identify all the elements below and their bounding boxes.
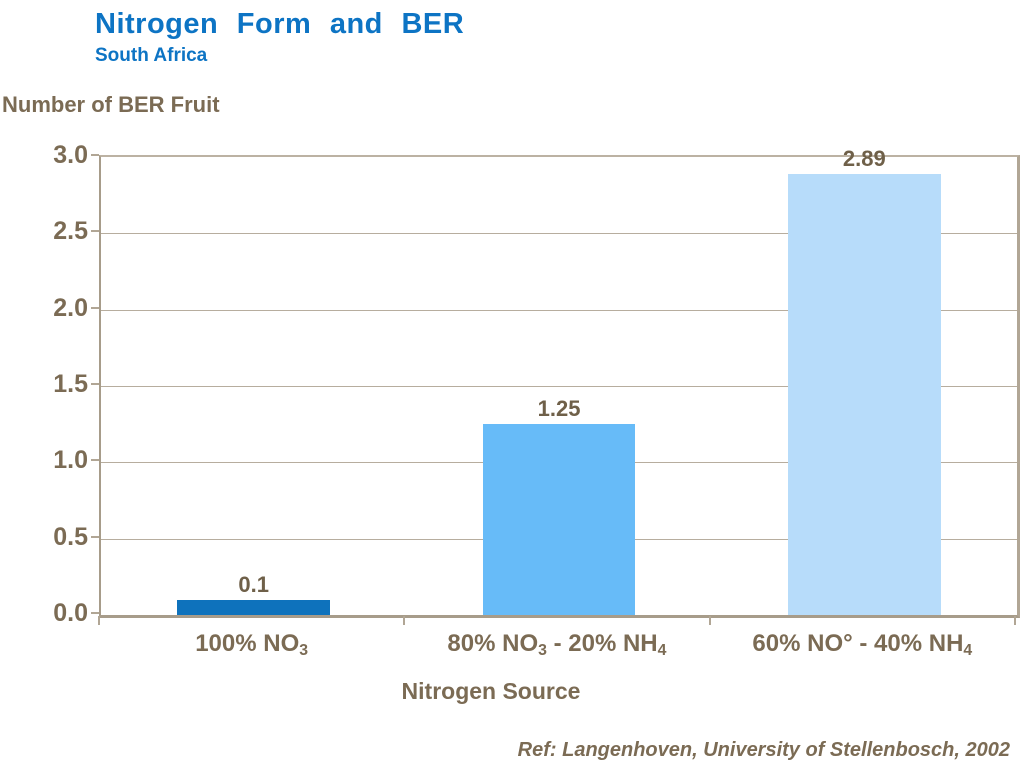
bar-value-label: 0.1 bbox=[238, 571, 269, 597]
x-axis-tick bbox=[98, 616, 100, 625]
x-axis-title: Nitrogen Source bbox=[401, 678, 581, 704]
x-category-label: 80% NO3 - 20% NH4 bbox=[447, 630, 667, 660]
bar-value-label: 2.89 bbox=[842, 145, 886, 171]
y-axis-tick bbox=[91, 230, 99, 233]
x-axis-tick bbox=[708, 616, 711, 625]
y-tick-label: 3.0 bbox=[53, 141, 88, 169]
y-axis-tick bbox=[91, 459, 99, 462]
y-axis-title: Number of BER Fruit bbox=[2, 92, 220, 117]
y-axis-tick bbox=[91, 612, 99, 614]
y-axis-tick bbox=[91, 535, 99, 538]
x-category-label: 60% NO° - 40% NH4 bbox=[752, 630, 973, 660]
chart-title: Nitrogen Form and BER bbox=[95, 8, 465, 40]
x-axis-tick bbox=[1014, 616, 1016, 625]
gridline bbox=[101, 233, 1017, 235]
y-axis-tick bbox=[91, 306, 99, 309]
y-axis-tick bbox=[91, 383, 99, 385]
y-axis-tick bbox=[91, 154, 99, 156]
bar-value-label: 1.25 bbox=[537, 396, 581, 422]
y-tick-label: 0.0 bbox=[53, 599, 88, 627]
gridline bbox=[101, 386, 1017, 387]
y-tick-label: 1.5 bbox=[53, 370, 88, 398]
y-tick-label: 0.5 bbox=[53, 522, 88, 551]
reference-footnote: Ref: Langenhoven, University of Stellenb… bbox=[517, 739, 1010, 761]
y-tick-label: 1.0 bbox=[53, 446, 88, 475]
bar bbox=[788, 173, 941, 615]
chart-subtitle: South Africa bbox=[95, 45, 208, 66]
x-axis-tick bbox=[403, 616, 406, 625]
bar bbox=[482, 424, 636, 615]
plot-area: 0.1 1.25 2.89 bbox=[99, 146, 1020, 618]
y-tick-label: 2.5 bbox=[53, 217, 88, 246]
bar bbox=[177, 599, 330, 615]
gridline bbox=[101, 309, 1017, 311]
x-category-label: 100% NO3 bbox=[195, 630, 309, 660]
y-tick-label: 2.0 bbox=[53, 293, 88, 322]
